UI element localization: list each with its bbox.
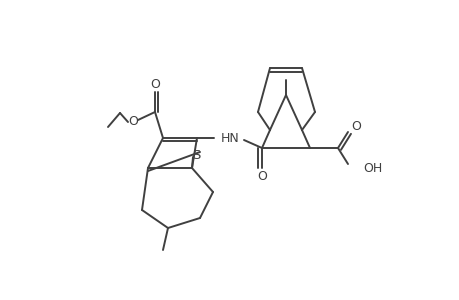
Text: O: O <box>128 115 138 128</box>
Text: O: O <box>150 77 160 91</box>
Text: O: O <box>350 119 360 133</box>
Text: OH: OH <box>362 161 381 175</box>
Text: O: O <box>257 170 266 184</box>
Text: HN: HN <box>220 131 239 145</box>
Text: S: S <box>191 148 200 161</box>
